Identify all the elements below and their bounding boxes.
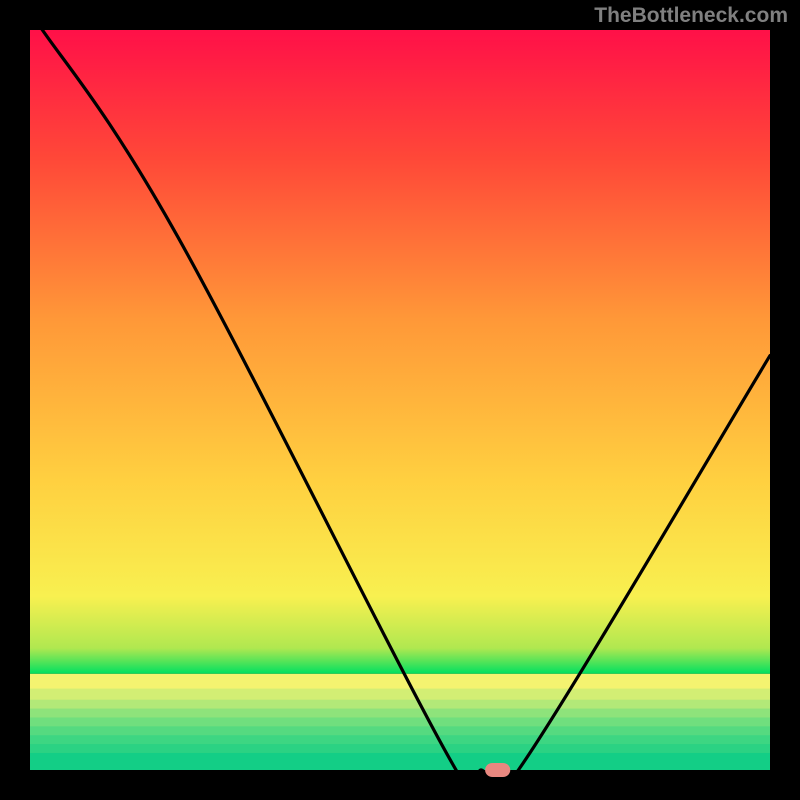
chart-frame: TheBottleneck.com: [0, 0, 800, 800]
optimum-marker: [485, 763, 510, 777]
gradient-background: [30, 30, 770, 771]
bottleneck-chart: [0, 0, 800, 800]
